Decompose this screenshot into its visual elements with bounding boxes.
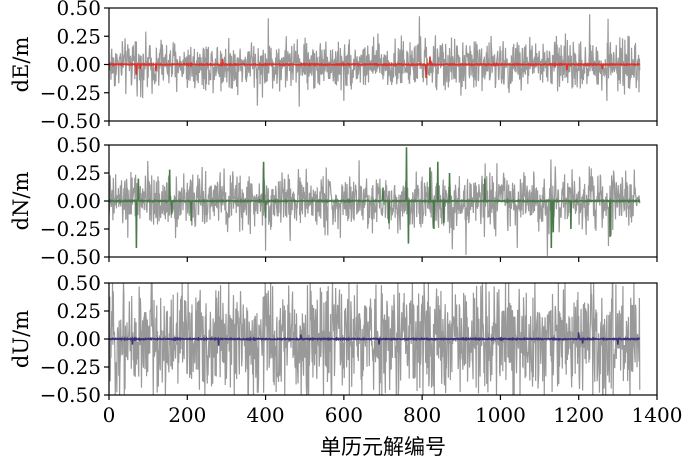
y-tick-label: −0.25	[40, 81, 101, 105]
series-noise	[109, 14, 641, 107]
y-tick-label: 0.25	[56, 24, 101, 48]
x-tick-label: 400	[246, 403, 284, 427]
x-tick-label: 1000	[475, 403, 526, 427]
y-tick-label: 0.00	[56, 327, 101, 351]
y-axis-label: dU/m	[9, 310, 33, 368]
y-tick-label: −0.50	[40, 383, 101, 407]
series-solution	[109, 332, 641, 346]
y-tick-label: −0.50	[40, 109, 101, 133]
y-axis-label: dE/m	[9, 37, 33, 93]
series-solution	[109, 147, 641, 249]
series-noise	[109, 159, 641, 256]
series-solution	[109, 56, 641, 79]
x-tick-label: 200	[168, 403, 206, 427]
y-tick-label: 0.25	[56, 299, 101, 323]
y-tick-label: 0.50	[56, 271, 101, 295]
y-tick-label: 0.50	[56, 0, 101, 20]
x-tick-label: 600	[325, 403, 363, 427]
y-tick-label: 0.50	[56, 133, 101, 157]
y-tick-label: −0.50	[40, 245, 101, 269]
x-tick-label: 0	[103, 403, 116, 427]
x-tick-label: 1400	[632, 403, 683, 427]
x-tick-label: 1200	[553, 403, 604, 427]
y-tick-label: −0.25	[40, 355, 101, 379]
x-axis-label: 单历元解编号	[320, 435, 446, 459]
panel-du-m: 0.50 0.25 0.00 −0.25 −0.500 200 400 600 800 1000 1…	[9, 271, 682, 427]
panel-dn-m: 0.50 0.25 0.00 −0.25 −0.50 dN/m	[9, 133, 658, 269]
y-tick-label: 0.25	[56, 161, 101, 185]
series-noise	[109, 283, 641, 395]
y-axis-label: dN/m	[9, 172, 33, 231]
y-tick-label: 0.00	[56, 189, 101, 213]
y-tick-label: −0.25	[40, 217, 101, 241]
y-tick-label: 0.00	[56, 53, 101, 77]
x-tick-label: 800	[403, 403, 441, 427]
panel-de-m: 0.50 0.25 0.00 −0.25 −0.50 dE/m	[9, 0, 658, 133]
